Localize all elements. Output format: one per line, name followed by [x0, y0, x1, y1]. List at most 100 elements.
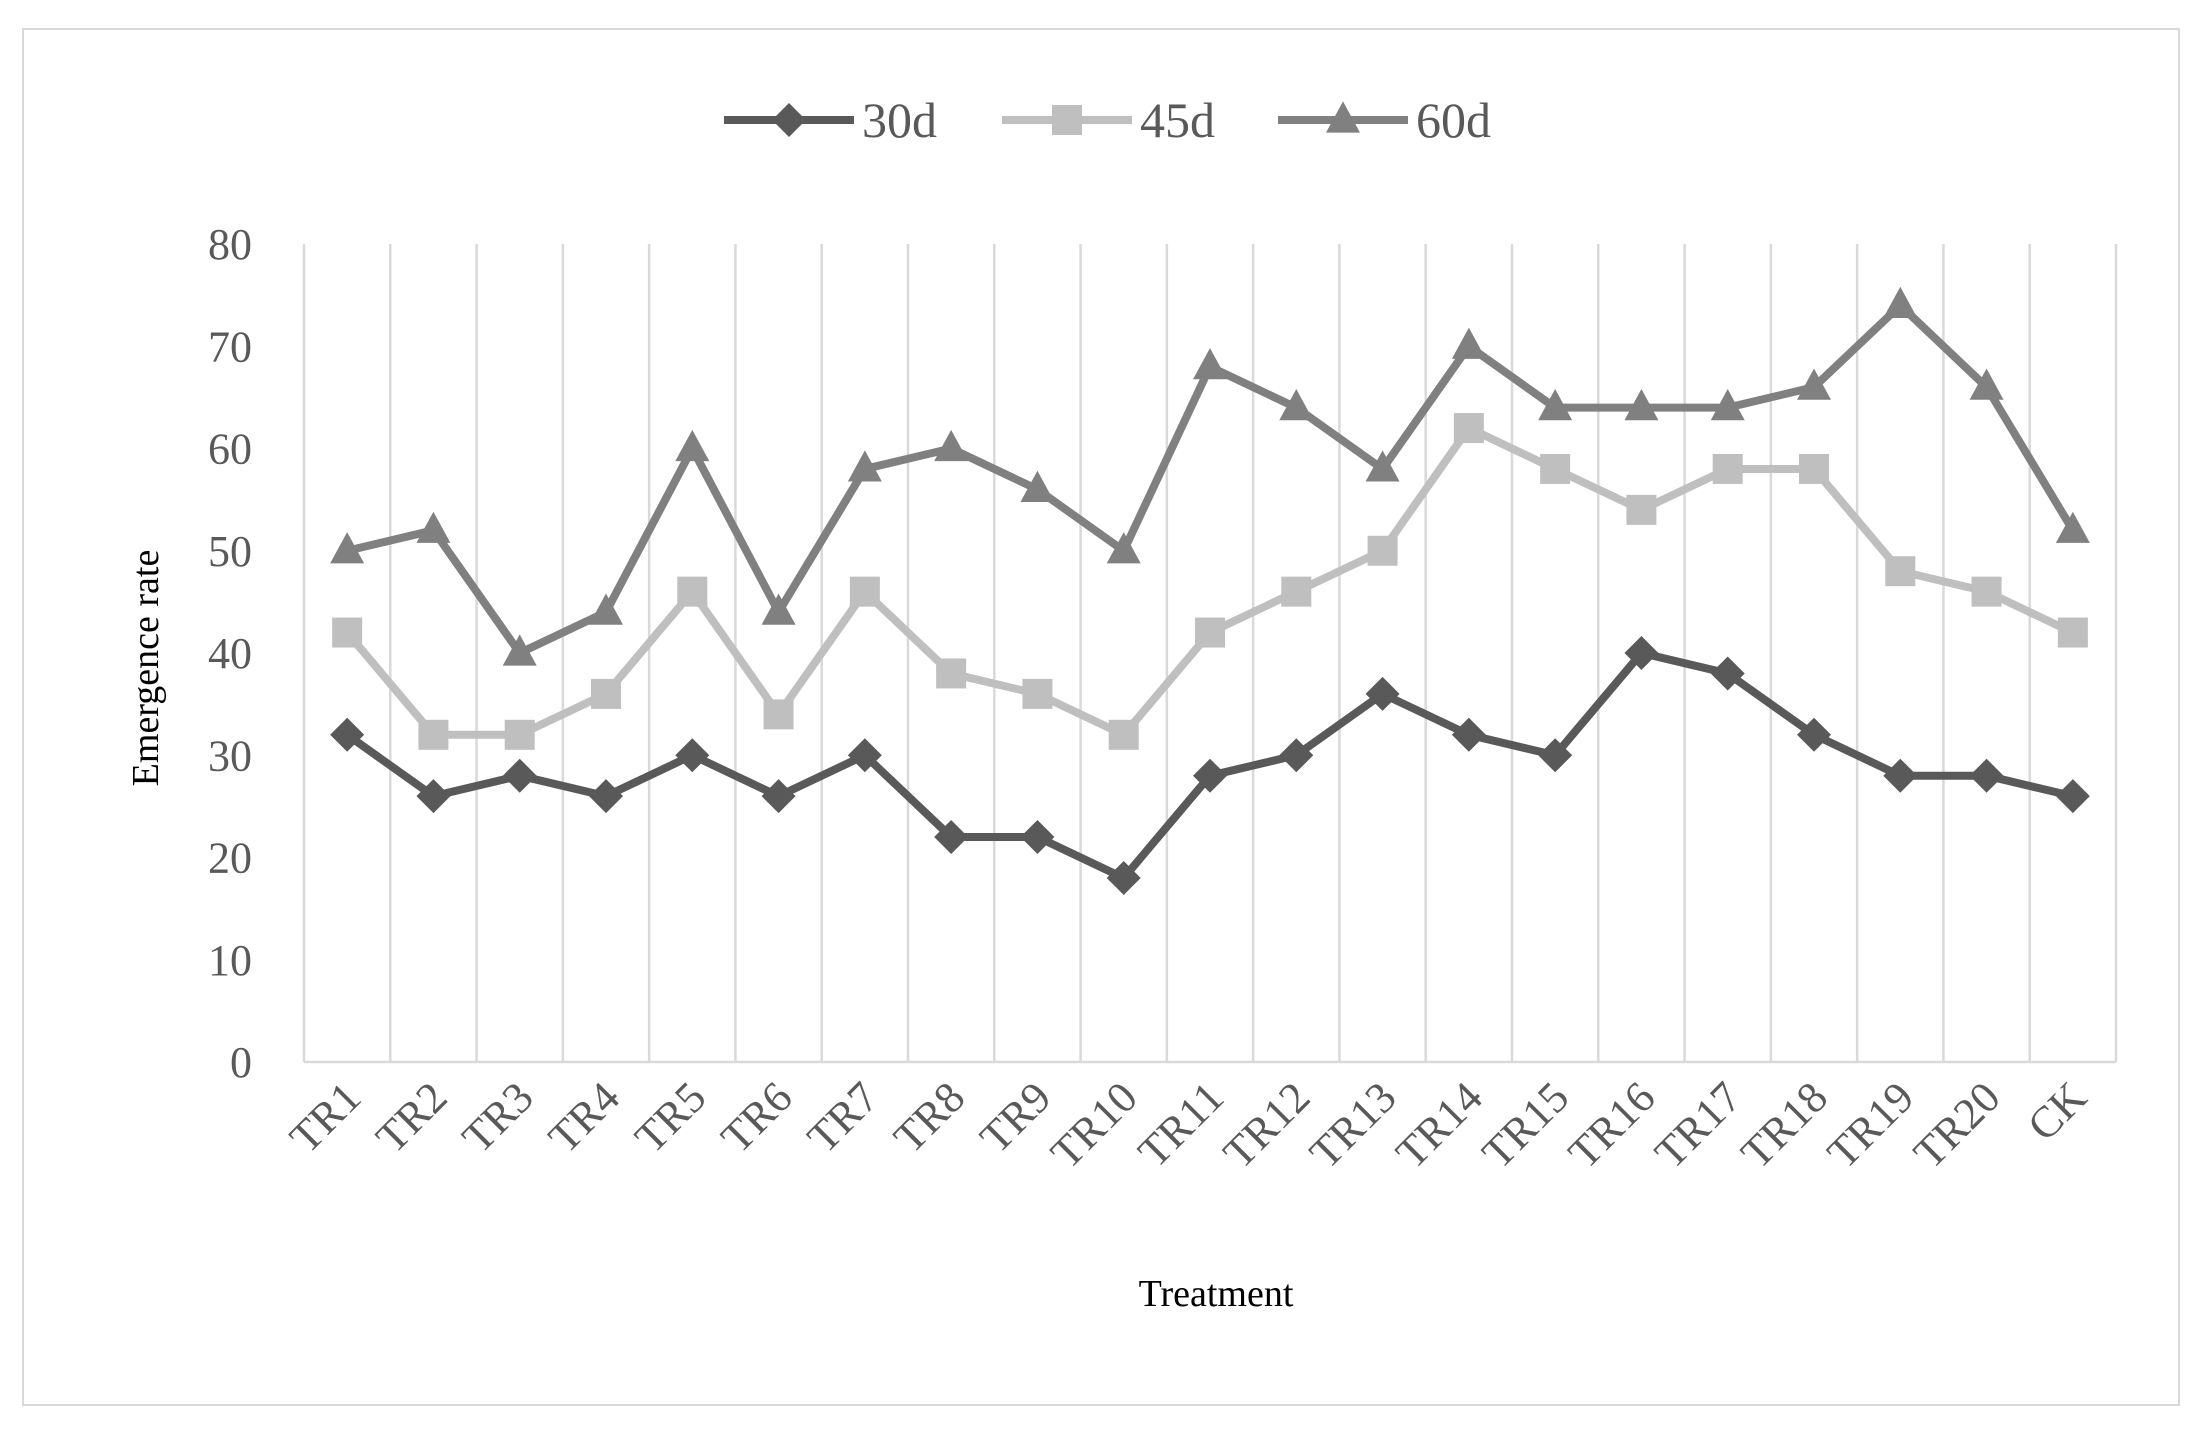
data-point-45d — [2057, 617, 2088, 648]
data-point-30d — [502, 758, 537, 793]
y-tick-label: 60 — [208, 425, 252, 474]
x-tick-label: TR7 — [798, 1072, 888, 1162]
data-point-60d — [761, 593, 796, 625]
data-point-30d — [1797, 717, 1831, 752]
x-tick-label: TR2 — [367, 1072, 457, 1162]
data-point-30d — [1193, 758, 1227, 793]
data-point-30d — [1020, 820, 1055, 855]
data-point-30d — [675, 738, 710, 773]
data-point-45d — [849, 576, 880, 607]
legend-marker-60d — [1326, 101, 1360, 133]
y-tick-label: 80 — [208, 220, 252, 269]
x-tick-label: TR14 — [1386, 1072, 1492, 1178]
y-tick-label: 30 — [208, 731, 252, 780]
data-point-30d — [1538, 738, 1573, 773]
data-point-45d — [418, 719, 449, 750]
data-point-60d — [1624, 389, 1659, 421]
data-point-60d — [1365, 450, 1400, 482]
data-point-60d — [1969, 368, 2004, 400]
x-tick-label: TR3 — [453, 1072, 543, 1162]
data-point-30d — [416, 779, 451, 814]
data-point-45d — [1799, 453, 1829, 484]
legend: 30d 45d 60d — [724, 92, 1491, 148]
x-tick-label: TR17 — [1645, 1072, 1751, 1178]
data-point-60d — [330, 532, 365, 564]
data-point-45d — [1712, 453, 1743, 484]
data-point-60d — [1797, 368, 1831, 400]
data-point-30d — [589, 779, 623, 814]
data-point-60d — [1538, 389, 1573, 421]
data-point-60d — [1193, 348, 1227, 380]
y-tick-label: 40 — [208, 629, 252, 678]
data-point-30d — [934, 820, 969, 855]
data-point-60d — [416, 511, 451, 543]
legend-label-45d: 45d — [1140, 92, 1215, 148]
data-point-60d — [1710, 389, 1745, 421]
data-point-60d — [1106, 532, 1141, 564]
x-tick-label: TR16 — [1559, 1072, 1665, 1178]
data-point-60d — [934, 429, 969, 462]
x-tick-label: TR20 — [1904, 1072, 2010, 1178]
data-point-45d — [1453, 413, 1484, 444]
data-point-30d — [1365, 676, 1400, 711]
data-point-45d — [763, 699, 794, 730]
x-tick-label: TR6 — [712, 1072, 802, 1162]
x-tick-label: TR10 — [1041, 1072, 1147, 1178]
data-point-60d — [2055, 511, 2090, 543]
legend-marker-30d — [772, 103, 806, 137]
x-tick-label: TR8 — [884, 1072, 974, 1162]
legend-label-60d: 60d — [1416, 92, 1491, 148]
data-point-45d — [1367, 535, 1398, 566]
data-point-45d — [1540, 453, 1571, 484]
x-tick-label: TR15 — [1473, 1072, 1579, 1178]
x-tick-label: TR13 — [1300, 1072, 1406, 1178]
data-point-30d — [1106, 860, 1141, 895]
data-point-30d — [847, 738, 882, 773]
data-point-30d — [1710, 656, 1745, 691]
data-point-45d — [677, 576, 708, 607]
data-point-45d — [1971, 576, 2002, 607]
data-point-60d — [847, 450, 882, 482]
data-point-60d — [675, 429, 710, 462]
x-axis-ticks: TR1TR2TR3TR4TR5TR6TR7TR8TR9TR10TR11TR12T… — [280, 1072, 2096, 1178]
x-tick-label: TR12 — [1214, 1072, 1320, 1178]
x-tick-label: TR1 — [280, 1072, 370, 1162]
data-point-45d — [591, 678, 621, 709]
data-point-45d — [504, 719, 535, 750]
data-point-45d — [1626, 494, 1657, 525]
y-tick-label: 70 — [208, 322, 252, 371]
y-axis-ticks: 0 10 20 30 40 50 60 70 80 — [208, 220, 252, 1087]
grid-lines — [302, 244, 2118, 1064]
x-tick-label: CK — [2018, 1072, 2096, 1150]
data-point-45d — [1022, 678, 1053, 709]
series-layer — [330, 286, 2090, 895]
data-point-60d — [589, 593, 623, 625]
data-point-30d — [761, 779, 796, 814]
data-point-30d — [1624, 636, 1659, 670]
data-point-60d — [1451, 327, 1486, 359]
x-tick-label: TR5 — [625, 1072, 715, 1162]
data-point-45d — [1281, 576, 1312, 607]
data-point-60d — [502, 634, 537, 666]
data-point-45d — [1108, 719, 1139, 750]
x-axis-title: Treatment — [1139, 1273, 1294, 1315]
data-point-30d — [1883, 758, 1918, 793]
data-point-60d — [1279, 389, 1314, 421]
legend-label-30d: 30d — [862, 92, 937, 148]
chart-frame — [22, 28, 2180, 1406]
legend-marker-45d — [1052, 105, 1082, 135]
data-point-45d — [936, 658, 967, 689]
data-point-60d — [1020, 470, 1055, 502]
data-point-30d — [1969, 758, 2004, 793]
data-point-45d — [1885, 556, 1916, 587]
x-tick-label: TR11 — [1129, 1072, 1233, 1176]
data-point-60d — [1883, 286, 1918, 318]
x-tick-label: TR18 — [1732, 1072, 1838, 1178]
data-point-30d — [2055, 779, 2090, 814]
y-tick-label: 50 — [208, 527, 252, 576]
x-tick-label: TR4 — [539, 1072, 629, 1162]
y-axis-title: Emergence rate — [125, 550, 167, 787]
data-point-45d — [332, 617, 363, 648]
data-point-30d — [1279, 738, 1314, 773]
